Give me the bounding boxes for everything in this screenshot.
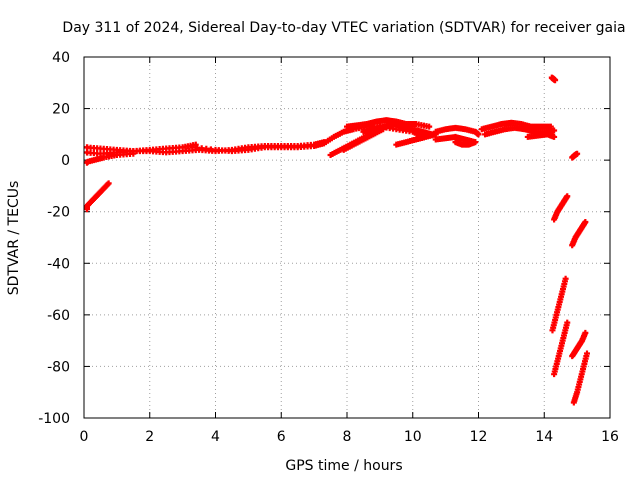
data-point [582,219,589,226]
data-point [475,131,482,138]
data-point [564,193,571,200]
data-point [562,275,569,282]
data-point [582,329,589,336]
data-point [105,180,112,187]
series-track-j [432,124,482,138]
axis-ticks: 0 2 4 6 8 10 12 14 16 -100 -80 -60 -40 -20 0 20 40 [38,50,619,445]
series-track-v [551,319,571,378]
y-axis-label: SDTVAR / TECUs [6,181,22,296]
y-tick-label: -40 [47,256,70,272]
data-point [551,127,558,134]
grid-lines [84,57,610,418]
series-track-r [569,150,581,161]
series-track-o [524,131,558,140]
x-tick-label: 6 [277,429,286,445]
x-tick-label: 12 [470,429,488,445]
data-points [84,74,590,406]
series-track-n [482,124,558,138]
series-track-c [84,150,137,166]
chart-title: Day 311 of 2024, Sidereal Day-to-day VTE… [62,20,625,36]
y-tick-label: 0 [61,153,70,169]
x-tick-label: 10 [404,429,422,445]
data-point [583,350,590,357]
y-tick-label: -80 [47,359,70,375]
x-tick-label: 14 [535,429,553,445]
series-track-p [84,180,112,213]
data-point [130,150,137,157]
series-track-q [548,74,559,84]
x-tick-label: 8 [343,429,352,445]
series-track-d [189,123,426,155]
y-tick-label: 20 [52,102,70,118]
series-track-x [570,350,590,406]
x-tick-label: 2 [145,429,154,445]
series-track-s [551,193,571,223]
x-tick-label: 16 [601,429,619,445]
y-tick-label: -100 [38,411,70,427]
y-tick-label: 40 [52,50,70,66]
data-point [426,123,433,130]
y-tick-label: -60 [47,308,70,324]
plot-frame [83,56,611,419]
series-track-t [569,219,589,249]
x-tick-label: 0 [80,429,89,445]
data-point [472,139,479,146]
series-track-w [569,329,589,360]
data-point [564,319,571,326]
series-track-l [452,139,479,148]
y-tick-label: -20 [47,205,70,221]
series-track-u [549,275,569,334]
x-tick-label: 4 [211,429,220,445]
data-point [552,77,559,84]
data-point [574,150,581,157]
series-track-i [393,131,439,148]
data-point [551,133,558,140]
x-axis-label: GPS time / hours [285,458,402,474]
